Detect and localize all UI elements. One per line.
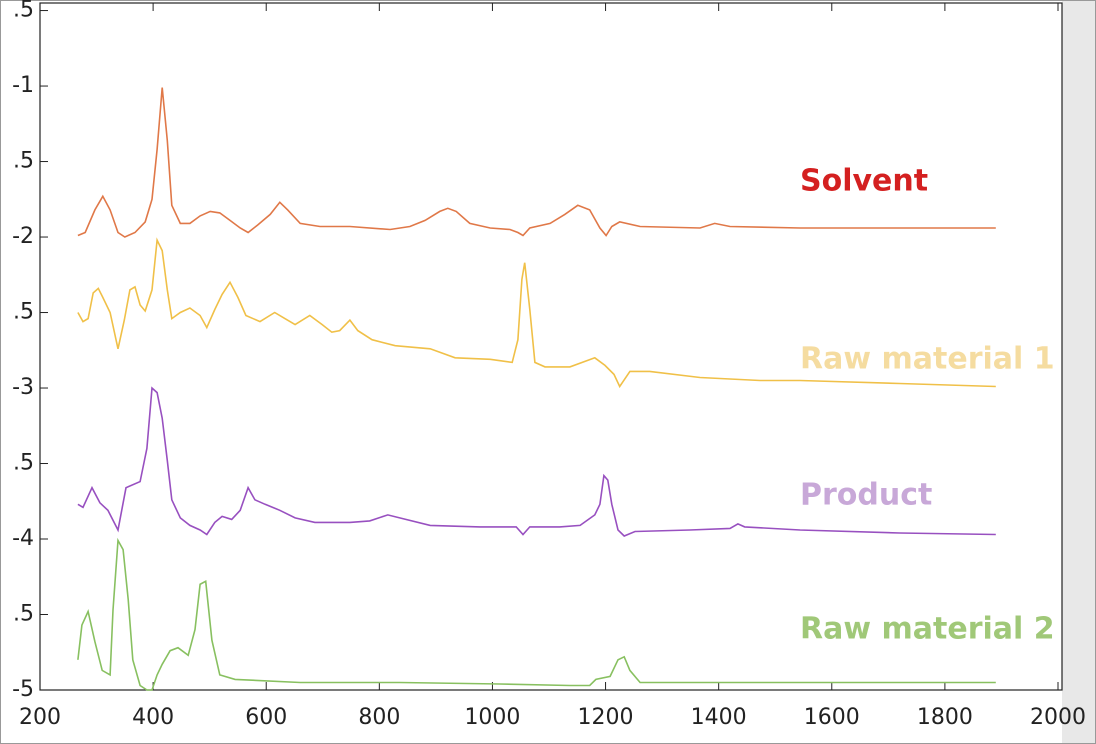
series-label: Raw material 2 xyxy=(800,612,1055,647)
x-tick-label: 1600 xyxy=(804,705,860,730)
x-tick-label: 1200 xyxy=(578,705,634,730)
plot-area xyxy=(39,2,1063,691)
series-label: Solvent xyxy=(800,164,928,199)
x-tick-label: 200 xyxy=(19,705,61,730)
x-tick-label: 800 xyxy=(358,705,400,730)
series-line xyxy=(77,237,996,389)
y-tick-label: -1 xyxy=(12,73,34,98)
series-label: Raw material 1 xyxy=(800,342,1055,377)
y-tick-label: -5 xyxy=(12,677,34,702)
x-tick-label: 600 xyxy=(245,705,287,730)
y-tick-label: .5 xyxy=(13,602,34,627)
x-tick-label: 1400 xyxy=(691,705,747,730)
y-tick-label: -4 xyxy=(12,526,34,551)
series-line xyxy=(77,386,996,537)
y-tick-label: .5 xyxy=(13,0,34,23)
x-tick-label: 1800 xyxy=(917,705,973,730)
series-line xyxy=(77,87,996,238)
y-tick-label: -3 xyxy=(12,375,34,400)
series-label: Product xyxy=(800,478,932,513)
x-tick-label: 1000 xyxy=(464,705,520,730)
y-tick-label: .5 xyxy=(13,149,34,174)
y-tick-label: .5 xyxy=(13,451,34,476)
figure-margin xyxy=(1062,1,1095,743)
x-tick-label: 2000 xyxy=(1030,705,1086,730)
y-tick-label: -2 xyxy=(12,224,34,249)
x-tick-label: 400 xyxy=(132,705,174,730)
y-tick-label: .5 xyxy=(13,300,34,325)
series-line xyxy=(77,537,996,691)
